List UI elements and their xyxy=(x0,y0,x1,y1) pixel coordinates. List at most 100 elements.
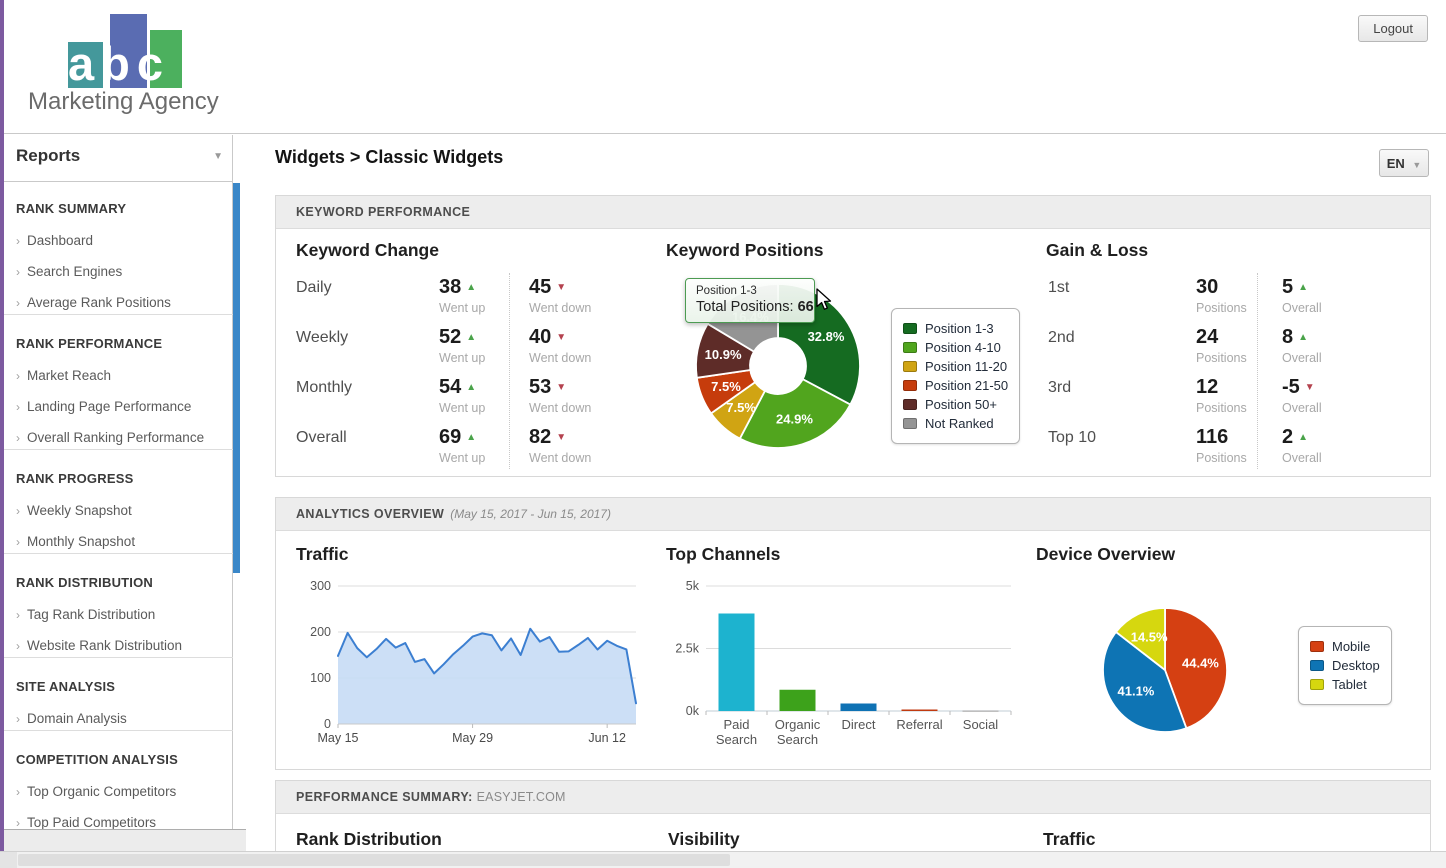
sidebar-item-tag-rank-distribution[interactable]: › Tag Rank Distribution xyxy=(16,607,155,622)
sidebar-item-dashboard[interactable]: › Dashboard xyxy=(16,233,93,248)
sidebar-item-label: Search Engines xyxy=(27,264,123,279)
pie-slice-tablet[interactable] xyxy=(1114,607,1166,672)
language-selector[interactable]: EN ▼ xyxy=(1379,149,1429,177)
legend-swatch xyxy=(1310,660,1324,671)
legend-swatch xyxy=(903,399,917,410)
pie-slice-mobile[interactable] xyxy=(1164,607,1228,730)
keyword-positions-legend: Position 1-3 Position 4-10 Position 11-20 P… xyxy=(891,308,1021,444)
y-axis-tick-label: 100 xyxy=(310,671,331,685)
bar-social[interactable] xyxy=(962,710,999,712)
sidebar-item-label: Dashboard xyxy=(27,233,94,248)
row-label: 1st xyxy=(1048,279,1070,296)
header: abc Marketing Agency Logout xyxy=(4,0,1446,134)
x-axis-category-label: Direct xyxy=(842,717,876,732)
scroll-left-button[interactable] xyxy=(0,852,17,868)
sidebar-item-label: Tag Rank Distribution xyxy=(27,607,156,622)
breadcrumb[interactable]: Widgets > Classic Widgets xyxy=(275,147,504,167)
x-axis-category-label: Search xyxy=(777,732,818,747)
legend-swatch xyxy=(1310,641,1324,652)
chevron-right-icon: › xyxy=(16,639,20,653)
summary-section-title-rank-distribution: Rank Distribution xyxy=(296,829,442,849)
summary-section-title-visibility: Visibility xyxy=(668,829,740,849)
triangle-up-icon: ▲ xyxy=(466,382,477,393)
y-axis-tick-label: 0 xyxy=(324,717,331,731)
pie-slice-desktop[interactable] xyxy=(1102,630,1188,733)
positions-caption: Positions xyxy=(1196,401,1247,415)
legend-item-position-1-3: Position 1-3 xyxy=(903,321,1008,336)
bar-organic-search[interactable] xyxy=(779,689,816,711)
row-label: Top 10 xyxy=(1048,429,1097,446)
logo-subtitle: Marketing Agency xyxy=(28,88,219,115)
positions-caption: Positions xyxy=(1196,351,1247,365)
device-overview-legend: Mobile Desktop Tablet xyxy=(1298,626,1392,705)
chevron-right-icon: › xyxy=(16,369,20,383)
row-label: 2nd xyxy=(1048,329,1075,346)
sidebar-item-weekly-snapshot[interactable]: › Weekly Snapshot xyxy=(16,503,132,518)
went-up-caption: Went up xyxy=(439,301,486,315)
chevron-right-icon: › xyxy=(16,608,20,622)
triangle-up-icon: ▲ xyxy=(466,432,477,443)
legend-label: Position 1-3 xyxy=(925,321,994,336)
x-axis-tick-label: May 15 xyxy=(318,731,359,745)
slice-percentage-label: 7.5% xyxy=(726,400,756,415)
sidebar-item-label: Landing Page Performance xyxy=(27,399,192,414)
horizontal-scrollbar[interactable] xyxy=(0,851,1446,868)
logo-bar-green xyxy=(150,30,182,88)
x-axis-category-label: Search xyxy=(716,732,757,747)
sidebar-item-top-paid-competitors[interactable]: › Top Paid Competitors xyxy=(16,815,156,830)
went-down-caption: Went down xyxy=(529,301,592,315)
slice-percentage-label: 24.9% xyxy=(776,412,813,427)
sidebar-item-top-organic-competitors[interactable]: › Top Organic Competitors xyxy=(16,784,176,799)
sidebar-item-landing-page-performance[interactable]: › Landing Page Performance xyxy=(16,399,191,414)
legend-swatch xyxy=(903,380,917,391)
positions-value: 116 xyxy=(1196,426,1229,448)
language-label: EN xyxy=(1386,155,1405,171)
logo-bar-blue xyxy=(110,14,147,88)
bar-direct[interactable] xyxy=(840,703,877,712)
bar-referral[interactable] xyxy=(901,709,938,712)
sidebar-item-overall-ranking-performance[interactable]: › Overall Ranking Performance xyxy=(16,430,204,445)
slice-percentage-label: 10.9% xyxy=(705,347,742,362)
triangle-up-icon: ▲ xyxy=(1298,432,1309,443)
legend-swatch xyxy=(903,323,917,334)
logout-button[interactable]: Logout xyxy=(1358,15,1428,42)
legend-label: Not Ranked xyxy=(925,416,994,431)
bar-paid-search[interactable] xyxy=(718,613,755,712)
sidebar-item-market-reach[interactable]: › Market Reach xyxy=(16,368,111,383)
sidebar-section-header-rank-performance: RANK PERFORMANCE xyxy=(16,336,163,351)
sidebar-divider xyxy=(4,553,233,554)
sidebar-scrollbar-thumb[interactable] xyxy=(233,183,240,573)
legend-item-mobile: Mobile xyxy=(1310,639,1380,654)
pie-slice-position-4-10[interactable] xyxy=(738,377,852,449)
legend-item-not-ranked: Not Ranked xyxy=(903,416,1008,431)
x-axis-category-label: Social xyxy=(963,717,999,732)
sidebar-item-average-rank-positions[interactable]: › Average Rank Positions xyxy=(16,295,171,310)
sidebar-item-website-rank-distribution[interactable]: › Website Rank Distribution xyxy=(16,638,182,653)
sidebar-item-domain-analysis[interactable]: › Domain Analysis xyxy=(16,711,127,726)
chevron-right-icon: › xyxy=(16,431,20,445)
sidebar-item-search-engines[interactable]: › Search Engines xyxy=(16,264,122,279)
gain-loss-title: Gain & Loss xyxy=(1046,240,1149,260)
sidebar-item-label: Top Paid Competitors xyxy=(27,815,157,830)
horizontal-scrollbar-thumb[interactable] xyxy=(18,854,730,866)
chevron-right-icon: › xyxy=(16,504,20,518)
row-label: Overall xyxy=(296,429,347,446)
sidebar-item-label: Weekly Snapshot xyxy=(27,503,132,518)
legend-item-position-21-50: Position 21-50 xyxy=(903,378,1008,393)
sidebar-reports-header[interactable]: Reports ▼ xyxy=(4,135,232,182)
sidebar-divider xyxy=(4,314,233,315)
column-separator xyxy=(1257,273,1258,469)
sidebar-item-monthly-snapshot[interactable]: › Monthly Snapshot xyxy=(16,534,135,549)
chevron-right-icon: › xyxy=(16,712,20,726)
sidebar-divider xyxy=(4,730,233,731)
tooltip-series-label: Position 1-3 xyxy=(696,285,757,297)
y-axis-tick-label: 200 xyxy=(310,625,331,639)
summary-domain: EASYJET.COM xyxy=(476,790,566,804)
sidebar-item-label: Website Rank Distribution xyxy=(27,638,183,653)
legend-swatch xyxy=(903,342,917,353)
overall-value: 2 ▲ xyxy=(1282,426,1309,448)
positions-value: 12 xyxy=(1196,376,1219,398)
panel-analytics-overview-header: ANALYTICS OVERVIEW (May 15, 2017 - Jun 15… xyxy=(276,498,1430,531)
went-down-value: 82 ▼ xyxy=(529,426,567,448)
went-up-value: 69 ▲ xyxy=(439,426,477,448)
